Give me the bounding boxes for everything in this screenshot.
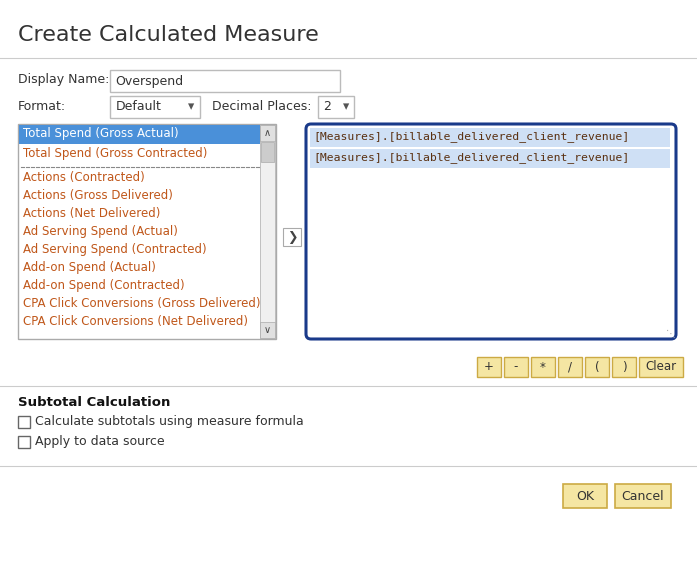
- Text: Subtotal Calculation: Subtotal Calculation: [18, 397, 170, 409]
- Text: Actions (Gross Delivered): Actions (Gross Delivered): [23, 190, 173, 203]
- Text: [Measures].[billable_delivered_client_revenue]: [Measures].[billable_delivered_client_re…: [313, 131, 629, 143]
- Text: ⋱: ⋱: [666, 329, 676, 339]
- Bar: [558, 357, 582, 377]
- Text: Add-on Spend (Actual): Add-on Spend (Actual): [23, 261, 156, 275]
- Bar: [563, 484, 607, 508]
- Bar: [260, 125, 275, 141]
- Bar: [477, 357, 501, 377]
- Text: ▾: ▾: [343, 101, 349, 114]
- Text: Apply to data source: Apply to data source: [35, 435, 164, 448]
- Text: Format:: Format:: [18, 100, 66, 113]
- Bar: [531, 357, 555, 377]
- Text: /: /: [568, 361, 572, 374]
- Text: ): ): [622, 361, 627, 374]
- Text: ∨: ∨: [263, 325, 270, 335]
- Bar: [310, 128, 670, 147]
- Text: Total Spend (Gross Contracted): Total Spend (Gross Contracted): [23, 147, 208, 160]
- Text: Cancel: Cancel: [622, 490, 664, 503]
- Bar: [110, 70, 340, 92]
- FancyBboxPatch shape: [306, 124, 676, 339]
- Bar: [639, 357, 683, 377]
- Bar: [612, 357, 636, 377]
- Text: [Measures].[billable_delivered_client_revenue]: [Measures].[billable_delivered_client_re…: [313, 153, 629, 164]
- Text: Total Spend (Gross Actual): Total Spend (Gross Actual): [23, 127, 178, 140]
- Text: Overspend: Overspend: [115, 75, 183, 88]
- Bar: [310, 149, 670, 168]
- Text: Create Calculated Measure: Create Calculated Measure: [18, 25, 319, 45]
- Bar: [19, 125, 260, 144]
- Text: CPA Click Conversions (Net Delivered): CPA Click Conversions (Net Delivered): [23, 315, 248, 328]
- Bar: [585, 357, 609, 377]
- Text: Actions (Net Delivered): Actions (Net Delivered): [23, 208, 160, 221]
- Bar: [18, 436, 30, 448]
- Bar: [18, 124, 276, 339]
- Text: ∧: ∧: [263, 128, 270, 138]
- Text: Clear: Clear: [645, 361, 677, 374]
- Text: (: (: [595, 361, 599, 374]
- Bar: [615, 484, 671, 508]
- Text: ▾: ▾: [188, 101, 194, 114]
- Text: OK: OK: [576, 490, 594, 503]
- Bar: [18, 416, 30, 428]
- Bar: [504, 357, 528, 377]
- Bar: [283, 228, 301, 246]
- Text: -: -: [514, 361, 518, 374]
- Text: Ad Serving Spend (Actual): Ad Serving Spend (Actual): [23, 225, 178, 238]
- Text: *: *: [540, 361, 546, 374]
- Bar: [318, 96, 354, 118]
- Bar: [110, 96, 200, 118]
- Text: CPA Click Conversions (Gross Delivered): CPA Click Conversions (Gross Delivered): [23, 298, 261, 311]
- Text: Actions (Contracted): Actions (Contracted): [23, 171, 145, 185]
- Text: 2: 2: [323, 101, 331, 114]
- Text: Add-on Spend (Contracted): Add-on Spend (Contracted): [23, 280, 185, 293]
- Text: Ad Serving Spend (Contracted): Ad Serving Spend (Contracted): [23, 243, 206, 256]
- Text: Display Name:: Display Name:: [18, 74, 109, 87]
- Text: ❯: ❯: [286, 230, 297, 243]
- Text: +: +: [484, 361, 494, 374]
- Bar: [261, 142, 274, 162]
- Bar: [260, 125, 275, 338]
- Text: Decimal Places:: Decimal Places:: [212, 100, 312, 113]
- Bar: [260, 322, 275, 338]
- Text: Default: Default: [116, 101, 162, 114]
- Text: Calculate subtotals using measure formula: Calculate subtotals using measure formul…: [35, 415, 304, 428]
